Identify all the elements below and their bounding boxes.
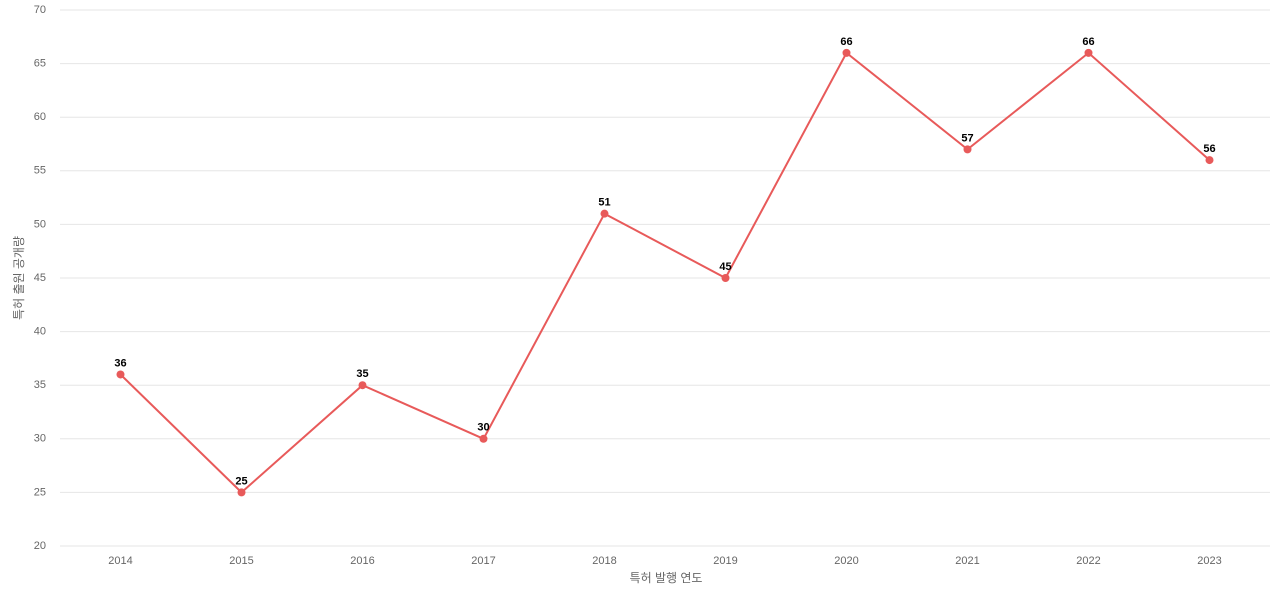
- point: [1084, 48, 1093, 57]
- x-tick-label: 2023: [1197, 555, 1221, 567]
- point: [479, 434, 488, 443]
- point: [721, 274, 730, 282]
- data-label: 45: [719, 261, 731, 273]
- x-tick-label: 2016: [350, 555, 374, 567]
- data-label: 35: [356, 368, 368, 380]
- y-tick-label: 55: [34, 165, 46, 177]
- data-label: 25: [235, 475, 247, 487]
- x-tick-label: 2020: [834, 555, 858, 567]
- x-axis-title: 특허 발행 연도: [630, 570, 703, 585]
- data-label: 51: [598, 197, 610, 209]
- x-tick-label: 2018: [592, 555, 616, 567]
- data-label: 30: [477, 422, 489, 434]
- x-tick-label: 2022: [1076, 555, 1100, 567]
- x-tick-label: 2021: [955, 555, 979, 567]
- y-tick-label: 20: [34, 540, 46, 552]
- line: [119, 51, 1211, 494]
- x-tick-label: 2014: [108, 555, 132, 567]
- y-tick-label: 35: [34, 379, 46, 391]
- y-tick-label: 30: [34, 433, 46, 445]
- x-tick-label: 2019: [713, 555, 737, 567]
- point: [358, 381, 367, 390]
- y-axis-title: 특허 출원 공개량: [12, 236, 26, 320]
- y-tick-label: 40: [34, 326, 46, 338]
- y-tick-label: 50: [34, 218, 46, 230]
- y-tick-label: 65: [34, 58, 46, 70]
- y-tick-label: 25: [34, 486, 46, 498]
- y-tick-label: 45: [34, 272, 46, 284]
- point: [842, 48, 851, 57]
- x-tick-label: 2017: [471, 555, 495, 567]
- point: [116, 370, 125, 379]
- point: [600, 209, 609, 218]
- x-tick-label: 2015: [229, 555, 253, 567]
- point: [963, 145, 972, 154]
- point: [237, 488, 246, 497]
- data-label: 66: [840, 36, 852, 48]
- data-label: 56: [1203, 143, 1215, 155]
- y-tick-label: 60: [34, 111, 46, 123]
- point: [1205, 156, 1214, 165]
- y-tick-label: 70: [34, 4, 46, 16]
- data-label: 66: [1082, 36, 1094, 48]
- data-label: 36: [114, 357, 126, 369]
- data-label: 57: [961, 132, 973, 144]
